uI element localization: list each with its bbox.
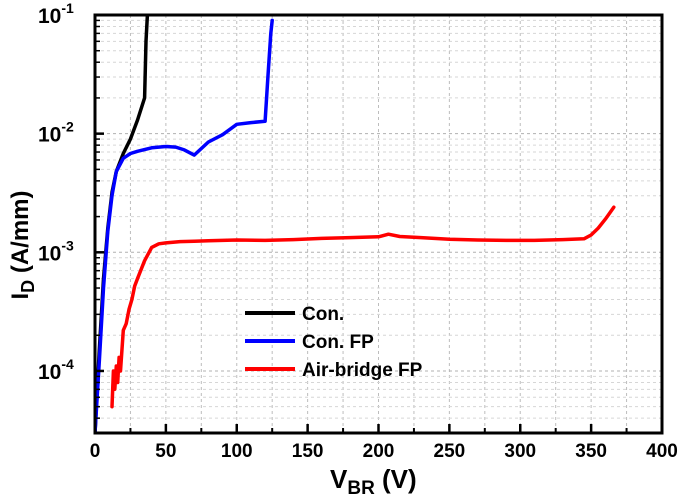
- y-axis-label: ID (A/mm): [7, 190, 38, 299]
- y-tick-label: 10-4: [38, 356, 74, 384]
- svg-text:ID (A/mm): ID (A/mm): [7, 190, 38, 299]
- y-tick-label: 10-2: [38, 119, 74, 147]
- x-tick-label: 300: [504, 441, 536, 462]
- series-group: [95, 15, 616, 433]
- x-tick-label: 50: [155, 441, 176, 462]
- y-axis-label-sub: D: [18, 280, 38, 293]
- x-tick-label: 400: [646, 441, 678, 462]
- x-tick-label: 100: [221, 441, 253, 462]
- x-tick-label: 0: [90, 441, 101, 462]
- legend: Con. Con. FP Air-bridge FP: [245, 304, 423, 381]
- x-axis-label-unit: (V): [375, 464, 417, 494]
- legend-label-con: Con.: [302, 304, 344, 325]
- svg-text:VBR (V): VBR (V): [330, 464, 417, 496]
- series-line-air-bridge-fp: [110, 205, 616, 409]
- y-tick-label: 10-1: [38, 0, 74, 28]
- y-axis-label-unit: (A/mm): [7, 190, 34, 279]
- x-tick-label: 150: [292, 441, 324, 462]
- y-tick-label: 10-3: [38, 237, 74, 265]
- x-tick-label: 200: [363, 441, 395, 462]
- series-line-con-fp: [95, 18, 274, 433]
- y-axis-label-main: I: [7, 293, 34, 300]
- x-axis-label-sub: BR: [347, 478, 375, 496]
- x-tick-label: 350: [575, 441, 607, 462]
- grid: [95, 15, 662, 434]
- legend-label-con-fp: Con. FP: [302, 332, 374, 353]
- x-axis-label-main: V: [330, 464, 348, 494]
- x-axis-label: VBR (V): [330, 464, 417, 496]
- x-tick-label: 250: [434, 441, 466, 462]
- legend-label-air-bridge-fp: Air-bridge FP: [302, 360, 423, 381]
- ticks: 0 50 100 150 200 250 300 350 400 10-4 10-3 10-2 10-1: [38, 0, 678, 462]
